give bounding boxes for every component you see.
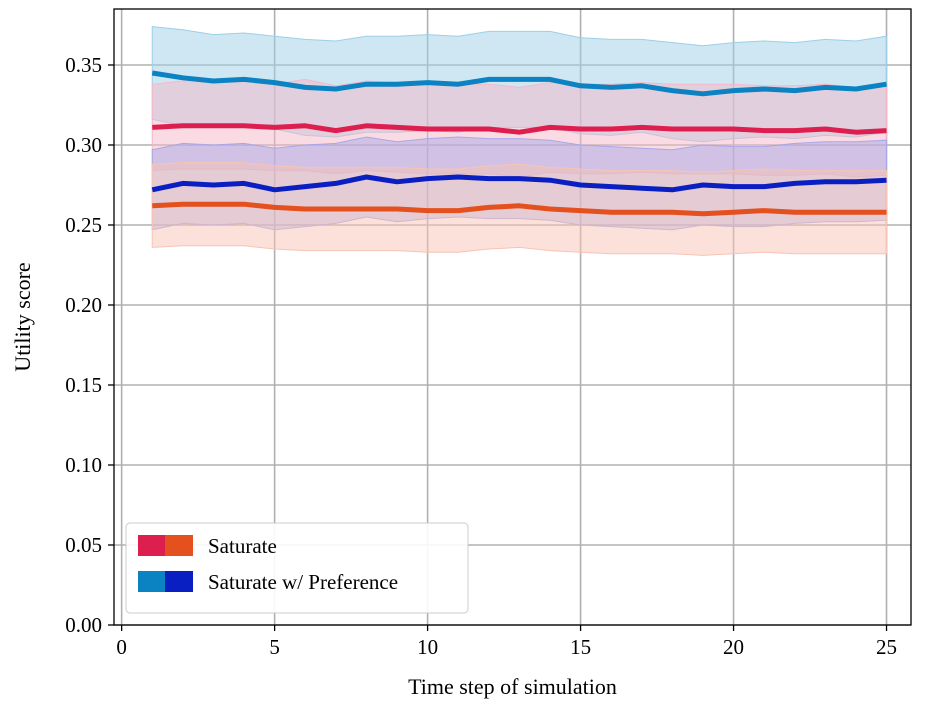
legend-swatch-preference-a — [138, 571, 165, 592]
x-tick-label-5: 25 — [876, 635, 897, 659]
series-lines — [151, 70, 887, 217]
x-axis-label: Time step of simulation — [408, 674, 617, 699]
legend-swatch-preference-b — [165, 571, 193, 592]
line-series-1 — [152, 123, 887, 135]
y-tick-label-3: 0.15 — [65, 373, 102, 397]
legend-label-preference: Saturate w/ Preference — [208, 570, 398, 594]
x-tick-label-4: 20 — [723, 635, 744, 659]
y-tick-label-7: 0.35 — [65, 53, 102, 77]
y-tick-label-6: 0.30 — [65, 133, 102, 157]
legend: Saturate Saturate w/ Preference — [125, 522, 469, 614]
x-tick-label-2: 10 — [417, 635, 438, 659]
y-tick-label-0: 0.00 — [65, 613, 102, 637]
plot-frame — [113, 8, 912, 626]
legend-swatch-saturate-a — [138, 535, 165, 556]
line-series-0 — [151, 70, 887, 97]
legend-label-saturate: Saturate — [208, 534, 277, 558]
x-tick-label-3: 15 — [570, 635, 591, 659]
legend-box — [125, 522, 469, 614]
legend-swatch-saturate-b — [165, 535, 193, 556]
line-series-2 — [151, 174, 887, 193]
y-axis-label: Utility score — [10, 262, 35, 371]
y-tick-label-1: 0.05 — [65, 533, 102, 557]
axis-ticks: 0 5 10 15 20 25 0.00 0.05 0.10 0.15 0.20 0.25 0.30 0.… — [65, 53, 897, 659]
y-tick-label-2: 0.10 — [65, 453, 102, 477]
line-series-3 — [152, 201, 887, 217]
y-tick-label-4: 0.20 — [65, 293, 102, 317]
y-tick-label-5: 0.25 — [65, 213, 102, 237]
x-tick-label-0: 0 — [116, 635, 127, 659]
confidence-bands — [151, 26, 888, 256]
x-tick-label-1: 5 — [269, 635, 280, 659]
